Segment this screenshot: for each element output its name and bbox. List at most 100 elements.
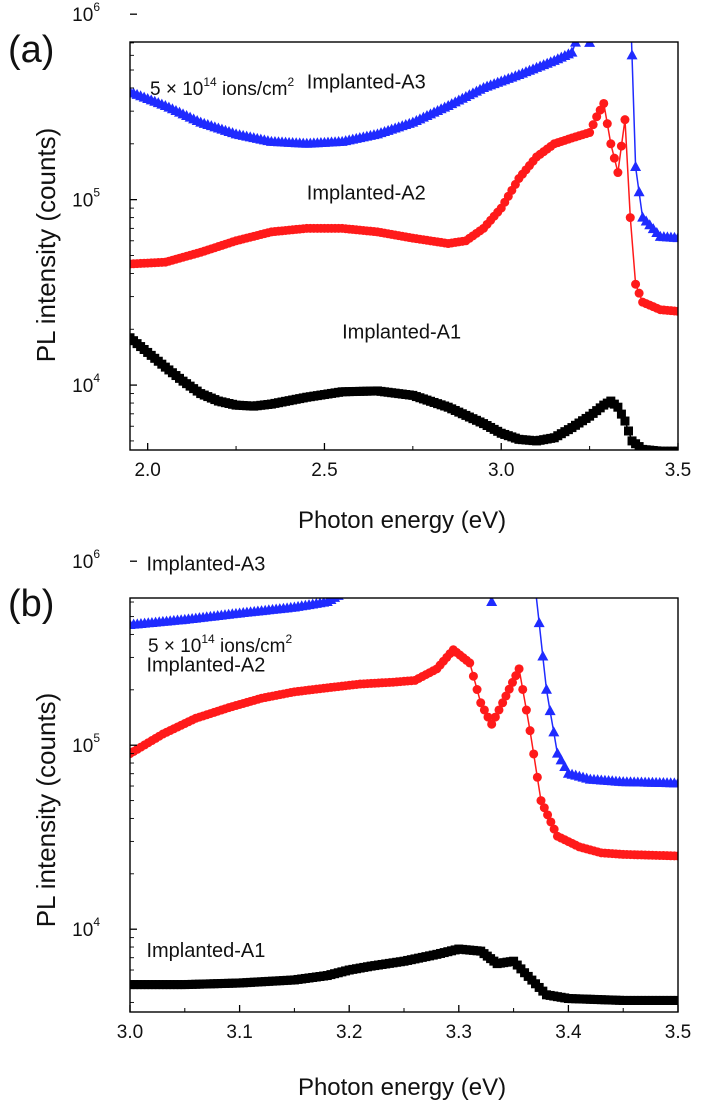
data-point	[329, 598, 341, 602]
data-point	[413, 567, 424, 577]
series-line	[130, 101, 678, 313]
data-point	[479, 574, 490, 584]
data-point	[385, 571, 396, 581]
data-point	[555, 754, 567, 765]
data-point	[533, 617, 545, 628]
data-point	[566, 46, 578, 57]
data-point	[620, 115, 630, 125]
data-point	[540, 683, 552, 694]
data-point	[483, 712, 493, 722]
data-point	[366, 571, 377, 581]
data-point	[431, 536, 442, 546]
data-point	[511, 671, 521, 681]
data-point	[483, 585, 494, 595]
series-label: Implanted-A1	[146, 940, 265, 962]
data-point	[358, 575, 369, 585]
series-implanted-a1	[130, 944, 678, 1005]
y-tick-label: 105	[72, 186, 100, 212]
dose-annotation: 5 × 1014 ions/cm2	[148, 632, 292, 657]
data-point	[549, 824, 559, 834]
data-point	[626, 49, 638, 60]
data-point	[518, 684, 528, 694]
data-point	[625, 213, 635, 223]
axis-ticks: 3.0 3.1 3.2 3.3 3.4 3.5 104 105 106	[72, 547, 691, 1043]
series-implanted-a2	[130, 98, 678, 316]
x-tick-label: 3.2	[336, 1022, 362, 1043]
axis-ticks: 2.0 2.5 3.0 3.5 104 105 106	[72, 0, 691, 481]
data-point	[479, 705, 489, 715]
data-point	[465, 658, 475, 668]
data-point	[588, 120, 598, 130]
panel-a: (a) Implanted-A3 Implanted-A2 Implanted-A1…	[8, 0, 691, 534]
data-point	[497, 541, 508, 551]
data-point	[382, 568, 393, 578]
x-tick-label: 2.5	[311, 460, 337, 481]
data-point	[588, 18, 599, 28]
data-point	[543, 810, 553, 820]
y-tick-label: 105	[72, 731, 100, 757]
series-line	[130, 598, 678, 785]
x-axis-label: Photon energy (eV)	[298, 507, 506, 534]
data-point	[595, 105, 605, 115]
data-point	[609, 153, 619, 163]
data-point	[606, 139, 616, 149]
data-point	[504, 684, 514, 694]
data-point	[525, 726, 535, 736]
y-tick-label: 106	[72, 547, 100, 573]
y-tick-label: 106	[72, 0, 100, 26]
series-label: Implanted-A2	[146, 655, 265, 677]
data-point	[420, 559, 431, 569]
series-implanted-a2	[130, 645, 678, 861]
data-point	[347, 582, 358, 592]
data-point	[476, 698, 486, 708]
y-axis-label: PL intensity (counts)	[31, 128, 61, 363]
data-point	[336, 588, 347, 598]
data-point	[453, 496, 464, 506]
data-point	[536, 796, 546, 806]
data-point	[389, 574, 400, 584]
data-point	[399, 584, 410, 594]
data-point	[519, 482, 530, 492]
data-point	[577, 17, 588, 27]
data-point	[490, 712, 500, 722]
data-point	[631, 279, 641, 289]
data-point	[424, 552, 435, 562]
data-point	[616, 409, 626, 419]
plot-area: Implanted-A3 Implanted-A2 Implanted-A1	[130, 482, 678, 1005]
y-tick-label: 104	[72, 915, 100, 941]
data-point	[344, 584, 355, 594]
data-point	[514, 664, 524, 674]
data-point	[472, 550, 483, 560]
panel-label: (b)	[8, 583, 54, 625]
plot-area: Implanted-A3 Implanted-A2 Implanted-A1	[130, 17, 678, 450]
plot-frame	[129, 41, 679, 451]
data-point	[581, 27, 592, 37]
data-point	[529, 749, 539, 759]
x-tick-label: 3.5	[665, 460, 691, 481]
data-point	[592, 112, 602, 122]
data-point	[544, 705, 556, 716]
data-point	[362, 573, 373, 583]
data-point	[548, 726, 560, 737]
data-point	[532, 772, 542, 782]
data-point	[392, 577, 403, 587]
data-point	[374, 570, 385, 580]
data-point	[475, 564, 486, 574]
panel-b: (b) Implanted-A3 Implanted-A2 Implanted-A1…	[8, 482, 691, 1101]
data-point	[673, 306, 678, 316]
data-point	[490, 578, 501, 588]
data-point	[523, 516, 534, 526]
data-point	[428, 544, 439, 554]
x-tick-label: 3.4	[555, 1022, 582, 1043]
y-axis-label: PL intensity (counts)	[31, 693, 61, 928]
x-tick-label: 3.0	[488, 460, 514, 481]
data-point	[633, 186, 645, 197]
data-point	[395, 581, 406, 591]
x-tick-label: 3.3	[446, 1022, 472, 1043]
data-point	[406, 576, 417, 586]
data-point	[624, 426, 634, 436]
data-point	[530, 584, 541, 594]
series-implanted-a3	[130, 17, 678, 243]
x-axis-label: Photon energy (eV)	[298, 1074, 506, 1101]
